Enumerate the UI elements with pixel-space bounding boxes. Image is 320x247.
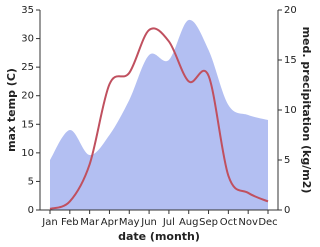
y-axis-title: max temp (C) xyxy=(5,68,18,152)
y2-tick-label: 0 xyxy=(284,205,290,216)
x-tick-label: Jul xyxy=(162,217,175,228)
precipitation-area xyxy=(50,19,268,211)
y-tick-label: 25 xyxy=(21,62,34,73)
y2-tick-label: 20 xyxy=(284,5,297,16)
x-tick-label: Jan xyxy=(41,217,57,228)
y2-tick-label: 10 xyxy=(284,105,297,116)
y2-tick-label: 5 xyxy=(284,155,290,166)
x-tick-label: Oct xyxy=(220,217,237,228)
x-tick-label: Aug xyxy=(179,217,199,228)
x-tick-label: Feb xyxy=(61,217,79,228)
x-tick-label: Apr xyxy=(101,217,119,228)
y-tick-label: 0 xyxy=(28,205,34,216)
y-tick-label: 5 xyxy=(28,176,34,187)
x-tick-label: Dec xyxy=(258,217,277,228)
y2-axis-title: med. precipitation (kg/m2) xyxy=(300,27,313,194)
x-tick-label: Nov xyxy=(238,217,258,228)
x-tick-label: Jun xyxy=(140,217,157,228)
x-tick-label: Sep xyxy=(199,217,218,228)
y-tick-label: 20 xyxy=(21,91,34,102)
y2-tick-label: 15 xyxy=(284,55,297,66)
y-tick-label: 30 xyxy=(21,34,34,45)
x-axis-title: date (month) xyxy=(118,230,200,243)
y-tick-label: 15 xyxy=(21,119,34,130)
x-tick-label: Mar xyxy=(80,217,100,228)
temperature-line xyxy=(49,27,269,210)
x-tick-label: May xyxy=(119,217,140,228)
y-tick-label: 35 xyxy=(21,5,34,16)
y-tick-label: 10 xyxy=(21,148,34,159)
